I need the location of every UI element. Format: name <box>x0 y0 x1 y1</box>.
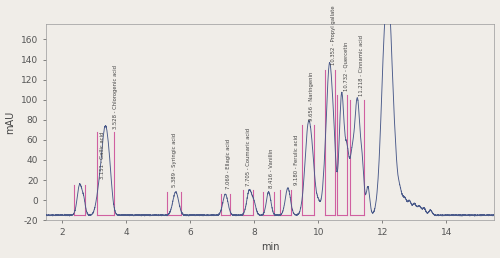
Text: 9.656 - Naringenin: 9.656 - Naringenin <box>309 71 314 121</box>
X-axis label: min: min <box>261 243 280 252</box>
Text: 10.732 - Quercetin: 10.732 - Quercetin <box>344 41 348 91</box>
Text: 3.528 - Chlorogenic acid: 3.528 - Chlorogenic acid <box>112 65 117 129</box>
Text: 7.705 - Coumaric acid: 7.705 - Coumaric acid <box>246 128 252 186</box>
Text: 8.416 - Vanillin: 8.416 - Vanillin <box>269 149 274 188</box>
Text: 11.218 - Cinnamic acid: 11.218 - Cinnamic acid <box>359 35 364 96</box>
Text: 3.151 - Gallic acid: 3.151 - Gallic acid <box>100 132 105 179</box>
Text: 10.352 - Propyl gallate: 10.352 - Propyl gallate <box>331 5 336 64</box>
Text: 9.180 - Ferulic acid: 9.180 - Ferulic acid <box>294 135 298 185</box>
Text: 7.069 - Ellagic acid: 7.069 - Ellagic acid <box>226 139 231 189</box>
Y-axis label: mAU: mAU <box>6 111 16 134</box>
Text: 5.389 - Syringic acid: 5.389 - Syringic acid <box>172 133 177 187</box>
